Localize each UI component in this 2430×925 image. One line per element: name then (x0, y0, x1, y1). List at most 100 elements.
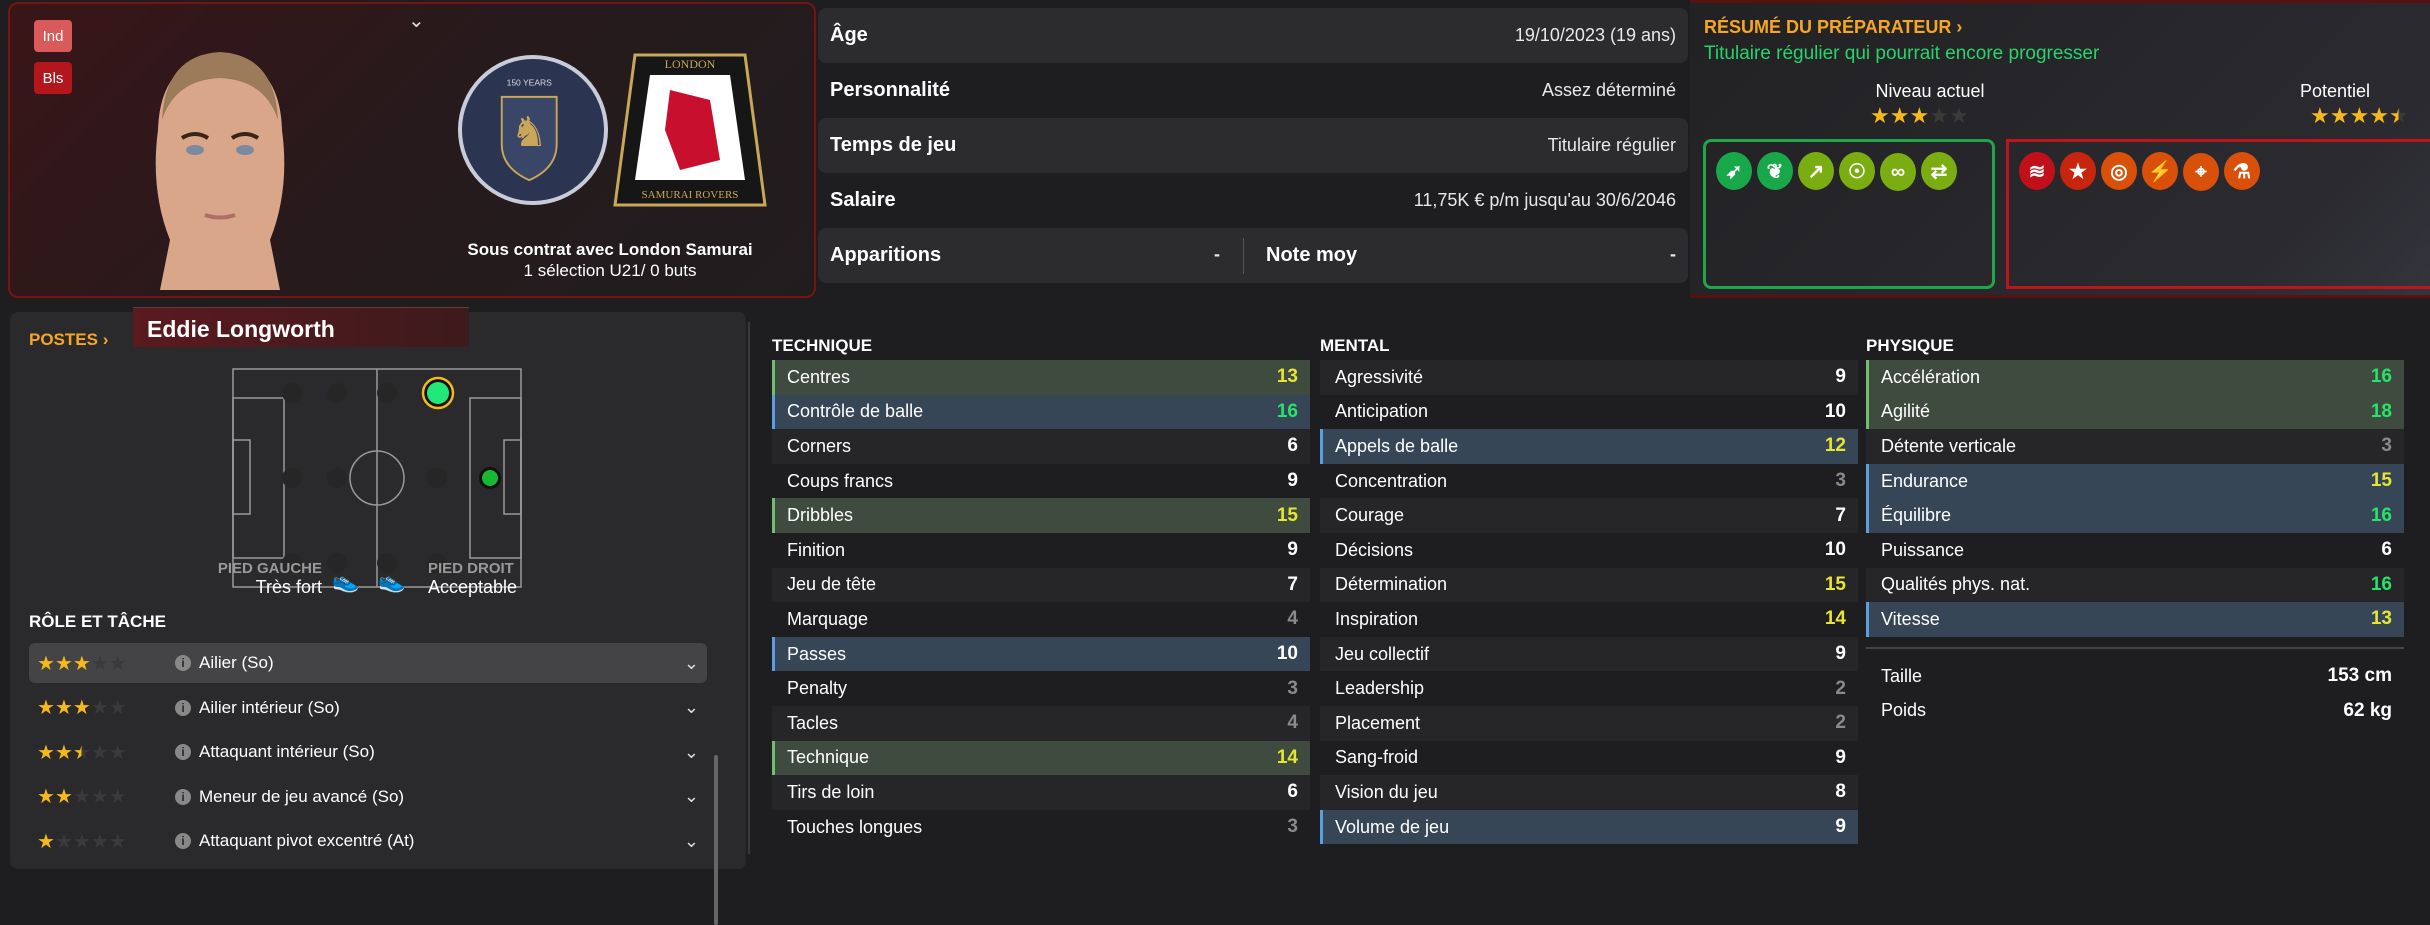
attribute-name: Agressivité (1335, 366, 1424, 387)
chevron-down-icon[interactable]: ⌄ (683, 697, 699, 717)
attribute-row[interactable]: Anticipation 10 (1320, 395, 1858, 430)
star-icon: ★ (54, 741, 73, 764)
broken-bone-icon[interactable]: ⚡ (2142, 152, 2178, 190)
attribute-row[interactable]: Appels de balle 12 (1320, 429, 1858, 464)
attribute-row[interactable]: Concentration 3 (1320, 464, 1858, 499)
appearances-value: - (1214, 244, 1220, 264)
attribute-row[interactable]: Inspiration 14 (1320, 602, 1858, 637)
plant-book-icon[interactable]: ❦ (1757, 152, 1793, 190)
attribute-row[interactable]: Décisions 10 (1320, 533, 1858, 568)
attribute-row[interactable]: Centres 13 (772, 360, 1310, 395)
attribute-row[interactable]: Leadership 2 (1320, 671, 1858, 706)
attribute-row[interactable]: Qualités phys. nat. 16 (1866, 567, 2404, 603)
info-icon[interactable]: i (175, 699, 191, 716)
attribute-row[interactable]: Touches longues 3 (772, 810, 1310, 845)
attribute-value: 4 (1287, 712, 1298, 734)
chevron-down-icon[interactable]: ⌄ (683, 830, 699, 851)
attribute-row[interactable]: Contrôle de balle 16 (772, 394, 1310, 430)
info-label: Temps de jeu (830, 134, 957, 156)
svg-text:♞: ♞ (511, 108, 548, 155)
handshake-icon[interactable]: ⇄ (1921, 152, 1957, 190)
role-row[interactable]: ★ ★ ★ ★ ★ i Ailier intérieur (So) ⌄ (29, 688, 707, 728)
attribute-row[interactable]: Détermination 15 (1320, 567, 1858, 603)
attribute-row[interactable]: Courage 7 (1320, 498, 1858, 533)
injured-badge[interactable]: Ind (34, 20, 72, 52)
current-ability-label: Niveau actuel (1875, 81, 1985, 101)
attribute-value: 2 (1835, 677, 1846, 699)
chevron-down-icon[interactable]: ⌄ (683, 786, 699, 806)
club-crest[interactable]: LONDON SAMURAI ROVERS (610, 50, 770, 210)
attribute-row[interactable]: Corners 6 (772, 429, 1310, 464)
attribute-value: 7 (1835, 504, 1846, 526)
roles-scrollbar[interactable] (714, 755, 718, 925)
attribute-row[interactable]: Passes 10 (772, 636, 1310, 672)
attribute-row[interactable]: Volume de jeu 9 (1320, 809, 1858, 845)
attribute-row[interactable]: Équilibre 16 (1866, 498, 2404, 533)
attribute-name: Finition (787, 539, 846, 560)
body-stat-label: Poids (1881, 700, 1927, 721)
attribute-row[interactable]: Puissance 6 (1866, 533, 2404, 568)
brain-head-icon[interactable]: ☉ (1839, 152, 1875, 190)
chain-link-icon[interactable]: ∞ (1880, 153, 1916, 191)
chevron-down-icon[interactable]: ⌄ (683, 741, 699, 762)
attribute-group-physique: PHYSIQUE Accélération 16 Agilité 18 Détente v… (1866, 330, 2404, 728)
role-row[interactable]: ★ ★ ★ ★ ★ i Attaquant pivot excentré (At) ⌄ (29, 821, 707, 861)
coach-report-link[interactable]: RÉSUMÉ DU PRÉPARATEUR › (1704, 17, 1963, 37)
star-icon: ★ (90, 652, 109, 675)
attribute-name: Agilité (1881, 401, 1931, 422)
attribute-row[interactable]: Marquage 4 (772, 602, 1310, 637)
attribute-row[interactable]: Dribbles 15 (772, 498, 1310, 533)
chevron-down-icon[interactable]: ⌄ (408, 10, 425, 32)
right-boot-icon: 👟 (378, 568, 406, 593)
attribute-row[interactable]: Endurance 15 (1866, 463, 2404, 499)
international-caps-text: 1 sélection U21/ 0 buts (523, 261, 697, 280)
info-value: Assez déterminé (1541, 80, 1676, 100)
attribute-row[interactable]: Jeu collectif 9 (1320, 636, 1858, 672)
spring-icon[interactable]: ≋ (2019, 152, 2055, 190)
attribute-group-title: PHYSIQUE (1866, 336, 1954, 355)
info-icon[interactable]: i (175, 655, 191, 671)
chevron-down-icon[interactable]: ⌄ (683, 652, 699, 673)
attribute-row[interactable]: Tacles 4 (772, 705, 1310, 741)
positions-link[interactable]: POSTES › (29, 330, 109, 349)
attribute-value: 16 (2370, 504, 2392, 526)
info-row-playing-time[interactable]: Temps de jeu Titulaire régulier (818, 118, 1688, 173)
attribute-row[interactable]: Tirs de loin 6 (772, 775, 1310, 810)
banned-badge[interactable]: Bls (34, 62, 72, 94)
attribute-value: 7 (1287, 573, 1298, 595)
cat-leap-icon[interactable]: ➶ (1716, 152, 1752, 190)
info-icon[interactable]: i (175, 833, 191, 849)
attribute-row[interactable]: Coups francs 9 (772, 464, 1310, 499)
attribute-row[interactable]: Finition 9 (772, 533, 1310, 568)
role-row[interactable]: ★ ★ ★ ★ ★ i Attaquant intérieur (So) ⌄ (29, 732, 707, 772)
flask-icon[interactable]: ⚗ (2224, 152, 2260, 190)
position-pitch[interactable] (232, 368, 524, 590)
role-row[interactable]: ★ ★ ★ ★ ★ i Ailier (So) ⌄ (29, 643, 707, 683)
attribute-name: Dribbles (787, 505, 854, 526)
attribute-row[interactable]: Penalty 3 (772, 671, 1310, 706)
attribute-row[interactable]: Vision du jeu 8 (1320, 775, 1858, 810)
target-icon[interactable]: ◎ (2101, 152, 2137, 190)
attribute-value: 9 (1835, 816, 1846, 838)
attribute-row[interactable]: Jeu de tête 7 (772, 567, 1310, 603)
attribute-row[interactable]: Placement 2 (1320, 705, 1858, 741)
star-icon: ★ (1909, 103, 1929, 128)
attribute-row[interactable]: Vitesse 13 (1866, 602, 2404, 637)
star-icon[interactable]: ★ (2060, 152, 2096, 190)
role-row[interactable]: ★ ★ ★ ★ ★ i Meneur de jeu avancé (So) ⌄ (29, 777, 707, 817)
national-team-crest[interactable]: ♞ 150 YEARS (458, 55, 608, 205)
cone-target-icon[interactable]: ⌖ (2183, 153, 2219, 191)
info-icon[interactable]: i (175, 788, 191, 805)
info-row-personality[interactable]: Personnalité Assez déterminé (818, 63, 1688, 118)
attribute-value: 15 (1824, 573, 1846, 595)
growth-arrow-icon[interactable]: ↗ (1798, 152, 1834, 190)
attribute-name: Passes (787, 643, 847, 664)
attribute-row[interactable]: Détente verticale 3 (1866, 429, 2404, 464)
info-icon[interactable]: i (175, 744, 191, 760)
attribute-row[interactable]: Agilité 18 (1866, 394, 2404, 430)
attribute-row[interactable]: Agressivité 9 (1320, 360, 1858, 395)
attribute-row[interactable]: Sang-froid 9 (1320, 741, 1858, 776)
attribute-row[interactable]: Technique 14 (772, 740, 1310, 776)
attribute-row[interactable]: Accélération 16 (1866, 360, 2404, 395)
info-row-wage[interactable]: Salaire 11,75K € p/m jusqu'au 30/6/2046 (818, 173, 1688, 228)
